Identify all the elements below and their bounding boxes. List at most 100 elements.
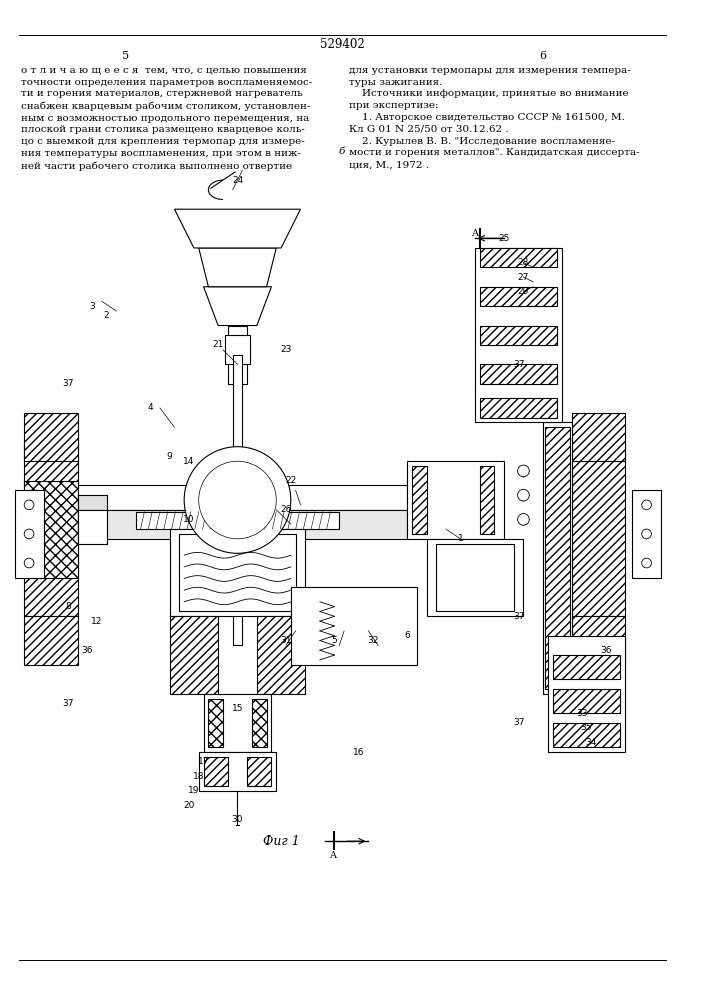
Text: 36: 36 <box>600 646 612 655</box>
Text: 6: 6 <box>539 51 547 61</box>
Bar <box>407 461 504 539</box>
Circle shape <box>24 500 34 510</box>
Text: 9: 9 <box>167 452 173 461</box>
Bar <box>24 442 78 616</box>
Bar <box>78 510 407 539</box>
Bar <box>24 481 78 578</box>
Bar <box>225 335 250 364</box>
Bar <box>230 548 245 587</box>
Circle shape <box>518 489 530 501</box>
Circle shape <box>185 447 291 553</box>
Text: 12: 12 <box>91 617 103 626</box>
Bar <box>170 616 218 694</box>
Circle shape <box>642 500 651 510</box>
Text: 8: 8 <box>65 602 71 611</box>
Text: 6: 6 <box>404 631 410 640</box>
Text: 32: 32 <box>368 636 379 645</box>
Text: 17: 17 <box>198 757 209 766</box>
Bar <box>136 512 339 529</box>
Text: 18: 18 <box>193 772 204 781</box>
Text: 37: 37 <box>513 360 525 369</box>
Text: 37: 37 <box>62 379 74 388</box>
Bar <box>632 490 661 578</box>
Text: 22: 22 <box>285 476 296 485</box>
Text: A: A <box>472 229 479 238</box>
Bar <box>24 616 78 665</box>
Bar <box>170 529 305 616</box>
Bar <box>78 495 107 510</box>
Bar <box>543 422 572 694</box>
Text: б: б <box>339 147 345 156</box>
Text: 37: 37 <box>513 612 525 621</box>
Bar <box>412 466 426 534</box>
Text: 5: 5 <box>122 51 129 61</box>
Bar <box>199 752 276 791</box>
Text: 23: 23 <box>280 345 292 354</box>
Bar <box>480 248 557 267</box>
Text: A: A <box>329 851 336 860</box>
Text: для установки термопары для измерения темпера-
туры зажигания.
    Источники инф: для установки термопары для измерения те… <box>349 66 640 169</box>
Text: 10: 10 <box>183 515 194 524</box>
Bar <box>480 326 557 345</box>
Text: 28: 28 <box>518 258 529 267</box>
Text: 24: 24 <box>232 176 243 185</box>
Text: 21: 21 <box>212 340 224 349</box>
Bar <box>553 655 620 679</box>
Text: 20: 20 <box>183 801 194 810</box>
Bar <box>480 364 557 384</box>
Bar <box>480 398 557 418</box>
Polygon shape <box>204 287 271 326</box>
Text: 33: 33 <box>576 709 588 718</box>
Bar <box>233 355 243 645</box>
Circle shape <box>518 514 530 525</box>
Bar <box>480 466 494 534</box>
Bar <box>475 248 562 422</box>
Circle shape <box>642 558 651 568</box>
Circle shape <box>642 529 651 539</box>
Text: 19: 19 <box>188 786 199 795</box>
Circle shape <box>24 558 34 568</box>
Bar <box>553 689 620 713</box>
Bar <box>548 636 625 752</box>
Bar <box>247 757 271 786</box>
Text: 27: 27 <box>518 273 529 282</box>
Text: о т л и ч а ю щ е е с я  тем, что, с целью повышения
точности определения параме: о т л и ч а ю щ е е с я тем, что, с цель… <box>21 66 312 171</box>
Text: 16: 16 <box>353 748 364 757</box>
Text: 34: 34 <box>585 738 597 747</box>
Text: 3: 3 <box>89 302 95 311</box>
Text: 14: 14 <box>183 457 194 466</box>
Circle shape <box>199 461 276 539</box>
Bar <box>24 413 78 461</box>
Text: 37: 37 <box>513 718 525 727</box>
Circle shape <box>518 465 530 477</box>
Bar <box>572 413 625 461</box>
Text: 35: 35 <box>580 723 592 732</box>
Bar <box>257 616 305 694</box>
Text: 36: 36 <box>81 646 93 655</box>
Bar <box>553 723 620 747</box>
Text: 37: 37 <box>62 699 74 708</box>
Text: Фиг 1: Фиг 1 <box>263 835 300 848</box>
Bar <box>572 442 625 616</box>
Text: 4: 4 <box>148 403 153 412</box>
Bar <box>436 544 514 611</box>
Text: 26: 26 <box>280 505 292 514</box>
Bar <box>291 587 417 665</box>
Text: 15: 15 <box>232 704 243 713</box>
Text: 529402: 529402 <box>320 38 365 51</box>
Bar <box>572 616 625 665</box>
Polygon shape <box>175 209 300 248</box>
Text: 5: 5 <box>332 636 337 645</box>
Bar <box>78 510 107 544</box>
Circle shape <box>24 529 34 539</box>
Bar <box>15 490 44 578</box>
Bar <box>204 694 271 752</box>
Bar <box>204 757 228 786</box>
Text: 2: 2 <box>104 311 110 320</box>
Bar <box>426 539 523 616</box>
Text: 29: 29 <box>518 287 529 296</box>
Text: 30: 30 <box>232 815 243 824</box>
Text: 31: 31 <box>280 636 292 645</box>
Bar <box>252 699 267 747</box>
Bar <box>480 287 557 306</box>
